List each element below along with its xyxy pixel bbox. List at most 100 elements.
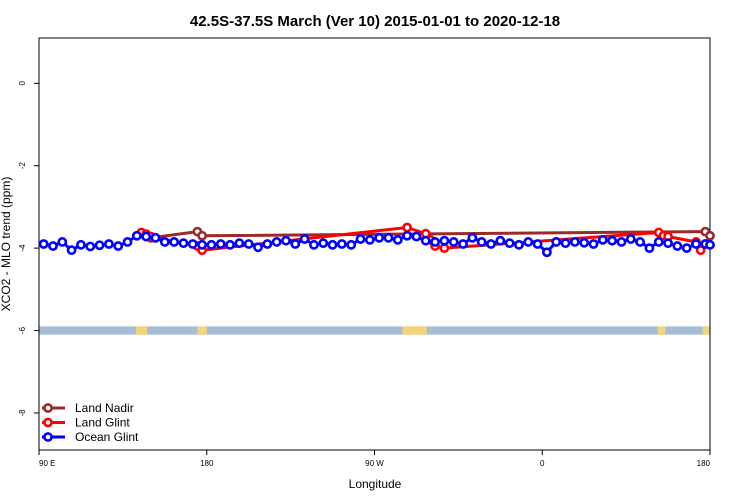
x-axis-label: Longitude (349, 477, 402, 491)
ocean-glint-point (197, 239, 207, 250)
ocean-glint-point (346, 239, 357, 250)
legend-swatch-point (43, 403, 53, 413)
ocean-glint-point (281, 235, 291, 246)
land-band-segment (402, 326, 427, 335)
legend-label: Land Nadir (75, 401, 134, 415)
land-band-segment (702, 326, 710, 335)
ocean-glint-point (169, 237, 180, 247)
ocean-glint-point (691, 239, 701, 249)
ocean-glint-point (448, 237, 459, 247)
ocean-glint-point (243, 239, 254, 249)
ocean-glint-point (653, 237, 664, 247)
land-band-segment (657, 326, 666, 335)
ocean-glint-point (532, 239, 543, 249)
land-nadir-point (197, 230, 207, 241)
x-tick-label: 90 E (39, 459, 55, 468)
ocean-glint-point (178, 238, 189, 249)
ocean-glint-point (234, 238, 245, 249)
ocean-glint-point (66, 245, 77, 256)
axis-ticks: 90 E 180 90 W 0 180 0 -2 -4 -6 -8 (18, 81, 711, 468)
legend-label: Ocean Glint (75, 430, 139, 444)
ocean-glint-point (271, 237, 282, 247)
ocean-glint-point (253, 242, 263, 253)
x-tick-label: 180 (200, 459, 214, 468)
ocean-glint-point (141, 231, 152, 242)
land-band-segment (197, 326, 207, 335)
ocean-glint-point (206, 239, 217, 250)
ocean-glint-point (514, 239, 524, 250)
ocean-glint-point (616, 237, 627, 247)
legend-label: Land Glint (75, 416, 130, 430)
ocean-glint-point (336, 239, 347, 249)
ocean-glint-point (327, 239, 338, 250)
ocean-glint-point (76, 239, 86, 250)
ocean-glint-point (402, 230, 413, 241)
ocean-glint-point (85, 241, 96, 252)
ocean-glint-point (705, 239, 715, 250)
legend-swatch-point (43, 417, 53, 428)
ocean-glint-point (225, 239, 235, 250)
ocean-glint-point (150, 232, 161, 243)
y-tick-label: 0 (18, 81, 27, 86)
ocean-glint-point (131, 230, 142, 241)
ocean-glint-point (374, 232, 385, 243)
ocean-glint-point (187, 239, 198, 249)
ocean-glint-point (122, 237, 133, 247)
ocean-glint-point (672, 241, 683, 251)
land-ocean-band (39, 326, 710, 335)
ocean-glint-point (551, 237, 562, 247)
ocean-glint-point (262, 239, 273, 249)
ocean-glint-point (458, 239, 468, 249)
ocean-glint-point (476, 237, 487, 247)
ocean-glint-point (392, 234, 403, 245)
ocean-glint-point (215, 239, 226, 249)
ocean-glint-point (644, 243, 655, 254)
ocean-glint-series (38, 230, 715, 258)
ocean-band (39, 326, 710, 335)
x-tick-label: 180 (697, 459, 711, 468)
ocean-glint-point (159, 237, 170, 247)
ocean-glint-point (625, 234, 636, 244)
ocean-glint-point (439, 235, 450, 246)
land-glint-point (402, 222, 413, 233)
ocean-glint-point (318, 238, 329, 249)
legend-item-ocean-glint: Ocean Glint (42, 430, 139, 444)
ocean-glint-point (635, 237, 646, 247)
y-tick-label: -8 (18, 409, 27, 417)
ocean-glint-point (495, 235, 506, 246)
ocean-glint-point (504, 238, 515, 249)
y-tick-label: -6 (18, 326, 27, 334)
ocean-glint-point (290, 239, 301, 249)
land-band-segment (135, 326, 148, 335)
land-nadir-point (705, 230, 715, 241)
ocean-glint-point (299, 234, 310, 244)
ocean-glint-point (103, 239, 114, 249)
ocean-glint-point (663, 238, 673, 249)
ocean-glint-point (94, 240, 105, 251)
legend-item-land-glint: Land Glint (42, 416, 130, 430)
legend-swatch-point (43, 432, 53, 442)
ocean-glint-point (467, 232, 478, 243)
series-layer (38, 222, 715, 258)
ocean-glint-point (523, 237, 534, 247)
x-tick-label: 90 W (365, 459, 384, 468)
ocean-glint-point (430, 237, 440, 247)
ocean-glint-point (355, 234, 366, 244)
y-tick-label: -2 (18, 162, 27, 170)
ocean-glint-point (542, 247, 552, 258)
ocean-glint-point (113, 241, 124, 251)
chart-title: 42.5S-37.5S March (Ver 10) 2015-01-01 to… (190, 13, 560, 30)
ocean-glint-point (597, 234, 608, 245)
y-tick-label: -4 (18, 244, 27, 252)
ocean-glint-point (588, 239, 599, 249)
ocean-glint-point (560, 238, 571, 249)
ocean-glint-point (486, 239, 496, 249)
ocean-glint-point (57, 237, 68, 247)
ocean-glint-point (383, 232, 394, 243)
ocean-glint-point (579, 237, 590, 248)
ocean-glint-point (607, 235, 618, 246)
y-axis-label: XCO2 - MLO trend (ppm) (0, 177, 13, 312)
ocean-glint-point (681, 243, 692, 254)
